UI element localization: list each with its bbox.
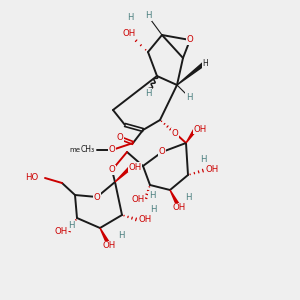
Text: O: O	[159, 148, 165, 157]
Text: O: O	[172, 128, 178, 137]
Text: OH: OH	[172, 203, 186, 212]
Polygon shape	[115, 167, 131, 182]
Polygon shape	[170, 190, 179, 206]
Text: OH: OH	[138, 215, 152, 224]
Text: HO: HO	[25, 173, 38, 182]
Text: H: H	[150, 206, 156, 214]
Text: methyl: methyl	[70, 147, 94, 153]
Text: H: H	[149, 191, 155, 200]
Text: OH: OH	[54, 226, 68, 236]
Text: OH: OH	[122, 29, 136, 38]
Polygon shape	[100, 228, 109, 244]
Text: OH: OH	[206, 166, 219, 175]
Text: OH: OH	[194, 124, 207, 134]
Text: CH₃: CH₃	[81, 146, 95, 154]
Text: H: H	[145, 11, 151, 20]
Text: H: H	[145, 88, 151, 98]
Text: H: H	[186, 92, 192, 101]
Text: H: H	[145, 11, 151, 20]
Text: OH: OH	[131, 196, 145, 205]
Text: O: O	[187, 35, 194, 44]
Text: OH: OH	[102, 242, 116, 250]
Text: O: O	[109, 146, 116, 154]
Text: H: H	[127, 13, 133, 22]
Text: O: O	[109, 166, 116, 175]
Text: O: O	[94, 193, 100, 202]
Text: OH: OH	[128, 163, 142, 172]
Polygon shape	[186, 129, 196, 143]
Text: H: H	[200, 155, 206, 164]
Text: H: H	[185, 194, 191, 202]
Text: H: H	[118, 230, 124, 239]
Polygon shape	[177, 61, 206, 85]
Text: H: H	[202, 58, 208, 68]
Text: H: H	[68, 221, 74, 230]
Text: O: O	[117, 134, 123, 142]
